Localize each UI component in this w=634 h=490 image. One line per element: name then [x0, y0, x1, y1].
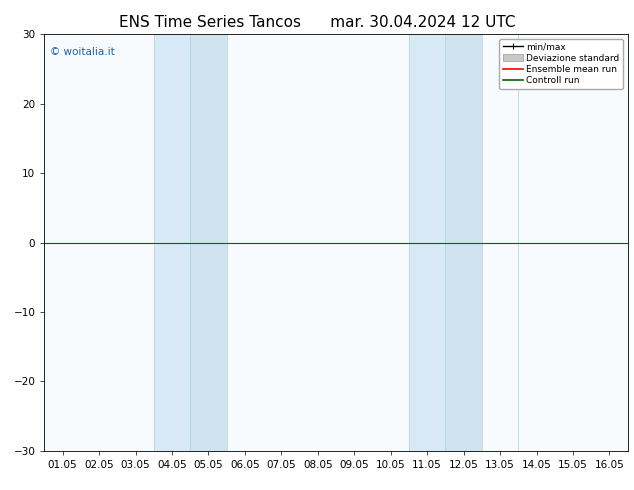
Bar — [190, 34, 226, 451]
Bar — [409, 34, 445, 451]
Text: © woitalia.it: © woitalia.it — [50, 47, 115, 57]
Bar — [445, 34, 482, 451]
Text: ENS Time Series Tancos      mar. 30.04.2024 12 UTC: ENS Time Series Tancos mar. 30.04.2024 1… — [119, 15, 515, 30]
Legend: min/max, Deviazione standard, Ensemble mean run, Controll run: min/max, Deviazione standard, Ensemble m… — [499, 39, 623, 89]
Bar — [153, 34, 190, 451]
